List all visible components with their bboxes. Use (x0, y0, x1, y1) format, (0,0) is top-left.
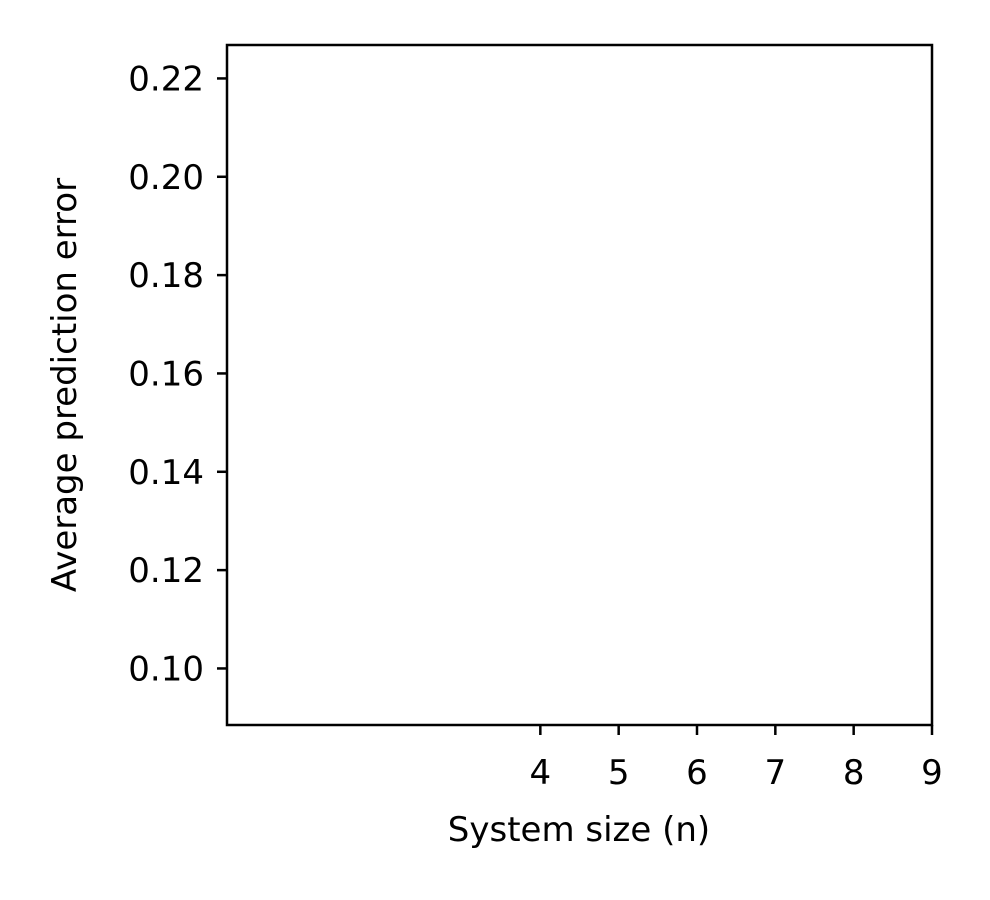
y-tick-label: 0.14 (128, 453, 204, 493)
x-tick-label: 5 (608, 753, 630, 793)
x-tick-label: 6 (686, 753, 708, 793)
x-axis-label: System size (n) (448, 810, 710, 850)
y-tick-label: 0.10 (128, 649, 204, 689)
x-tick-label: 7 (765, 753, 787, 793)
plot-frame (225, 43, 934, 727)
y-tick-label: 0.16 (128, 354, 204, 394)
y-tick-label: 0.22 (128, 59, 204, 99)
x-axis-ticks: 4 5 6 7 8 9 (530, 725, 943, 793)
y-axis-label: Average prediction error (45, 178, 85, 592)
y-tick-label: 0.18 (128, 256, 204, 296)
x-tick-label: 4 (530, 753, 552, 793)
x-tick-label: 9 (921, 753, 943, 793)
y-tick-label: 0.20 (128, 158, 204, 198)
x-tick-label: 8 (843, 753, 865, 793)
y-axis-ticks: 0.10 0.12 0.14 0.16 0.18 0.20 0.22 (128, 59, 227, 689)
y-tick-label: 0.12 (128, 551, 204, 591)
